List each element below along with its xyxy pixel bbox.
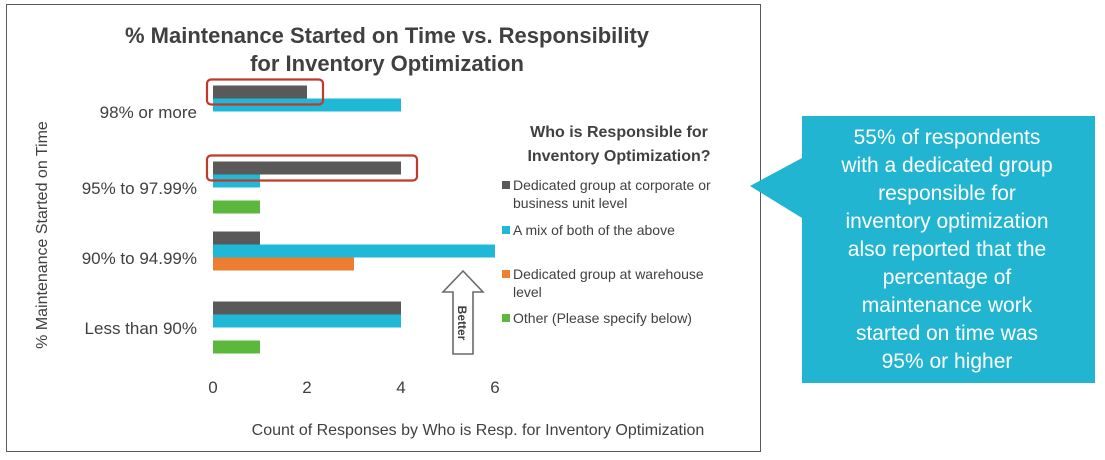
better-arrow: Better — [441, 269, 485, 355]
callout-line: 55% of respondents — [854, 126, 1041, 149]
y-tick-label: Less than 90% — [85, 319, 197, 338]
bar — [213, 231, 260, 245]
legend-label: level — [513, 284, 542, 300]
highlight-box — [205, 154, 419, 182]
better-arrow-shape — [441, 269, 485, 355]
bars — [213, 85, 495, 354]
legend-label: Dedicated group at warehouse — [513, 266, 704, 282]
bar — [213, 244, 495, 258]
callout-box — [750, 116, 1095, 383]
legend-label: Dedicated group at corporate or — [513, 177, 711, 193]
bar — [213, 314, 401, 328]
x-axis-label-text: Count of Responses by Who is Resp. for I… — [252, 422, 705, 439]
callout-line: inventory optimization — [845, 210, 1048, 233]
x-tick-label: 4 — [396, 378, 405, 397]
y-axis-label-text: % Maintenance Started on Time — [34, 121, 51, 349]
legend-swatch — [502, 314, 510, 322]
better-arrow-label: Better — [455, 306, 469, 341]
legend-swatch — [502, 270, 510, 278]
y-tick-label: 95% to 97.99% — [82, 179, 197, 198]
y-axis-label: % Maintenance Started on Time — [34, 121, 51, 349]
chart-title-line: for Inventory Optimization — [250, 51, 524, 76]
chart-title: % Maintenance Started on Time vs. Respon… — [125, 23, 650, 76]
callout-line: started on time was — [856, 322, 1038, 345]
chart-title-line: % Maintenance Started on Time vs. Respon… — [125, 23, 650, 48]
legend-title-line: Inventory Optimization? — [527, 148, 710, 165]
bar — [213, 301, 401, 315]
callout-line: 95% or higher — [882, 350, 1013, 373]
legend: Who is Responsible for Inventory Optimiza… — [502, 124, 711, 326]
bar — [213, 85, 307, 99]
legend-label: A mix of both of the above — [513, 222, 675, 238]
callout-line: also reported that the — [848, 238, 1046, 261]
x-axis-label: Count of Responses by Who is Resp. for I… — [252, 422, 705, 439]
callout-line: percentage of — [883, 266, 1012, 289]
y-tick-label: 90% to 94.99% — [82, 249, 197, 268]
bar — [213, 161, 401, 175]
chart: % Maintenance Started on Time vs. Respon… — [34, 23, 711, 439]
legend-label: Other (Please specify below) — [513, 310, 692, 326]
x-tick-label: 2 — [302, 378, 311, 397]
x-tick-label: 6 — [490, 378, 499, 397]
legend-swatch — [502, 181, 510, 189]
legend-swatch — [502, 226, 510, 234]
y-tick-labels: 98% or more 95% to 97.99% 90% to 94.99% Les… — [82, 103, 197, 338]
callout-text: 55% of respondents with a dedicated group… — [840, 126, 1052, 373]
y-tick-label: 98% or more — [100, 103, 197, 122]
bar — [213, 340, 260, 354]
callout-line: with a dedicated group — [840, 154, 1052, 177]
callout-line: responsible for — [878, 182, 1016, 205]
highlight-box — [205, 78, 325, 106]
legend-label: business unit level — [513, 195, 627, 211]
callout-line: maintenance work — [862, 294, 1033, 317]
legend-title-line: Who is Responsible for — [530, 124, 708, 141]
x-tick-labels: 0 2 4 6 — [208, 378, 499, 397]
highlight-boxes — [205, 78, 419, 182]
bar — [213, 257, 354, 271]
chart-frame: % Maintenance Started on Time vs. Respon… — [6, 4, 761, 452]
x-tick-label: 0 — [208, 378, 217, 397]
callout: 55% of respondents with a dedicated group… — [750, 116, 1095, 383]
bar — [213, 200, 260, 214]
